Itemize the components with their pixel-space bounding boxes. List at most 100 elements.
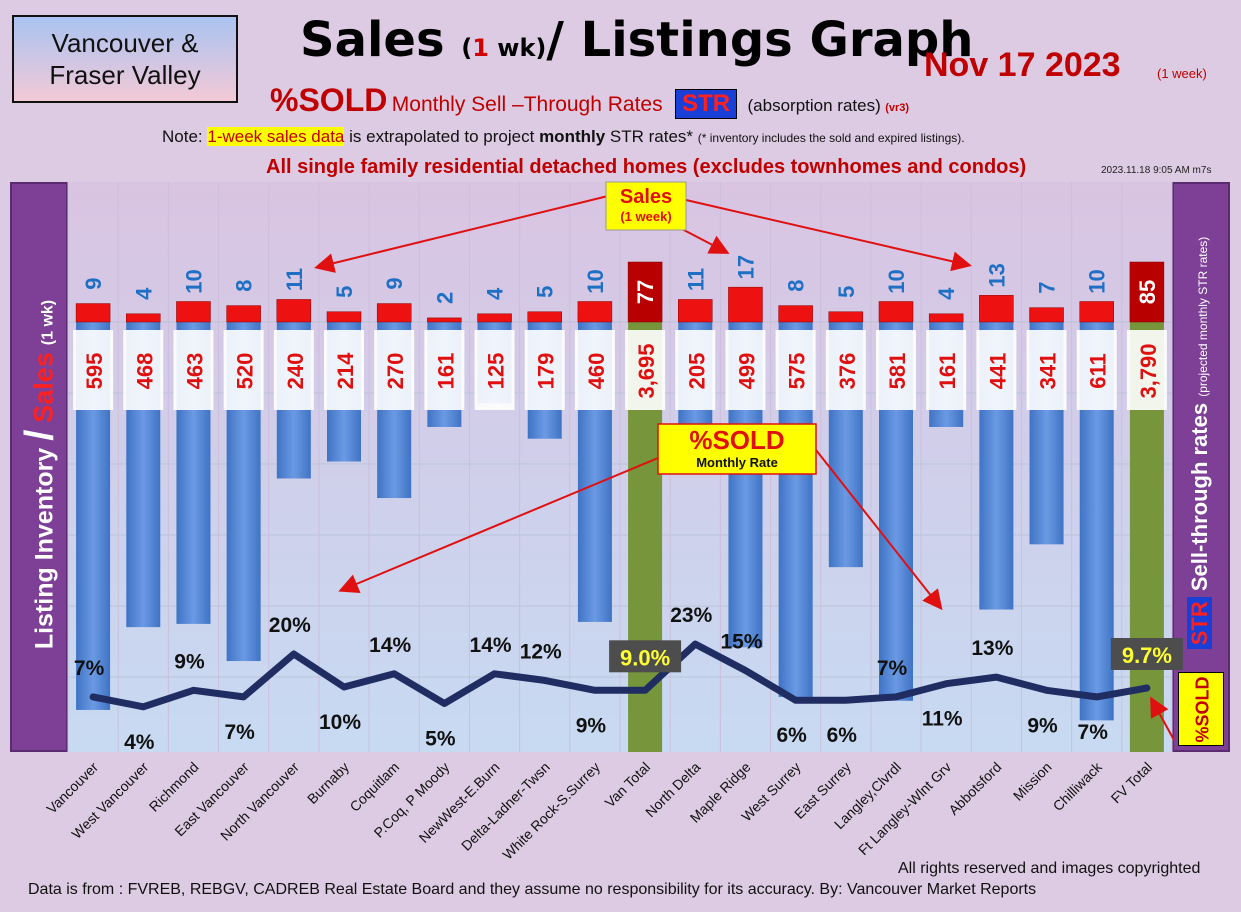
callout-arrows (314, 195, 1175, 741)
sales-label: 10 (884, 269, 909, 293)
sales-label: 5 (332, 286, 357, 298)
scope-note: All single family residential detached h… (266, 156, 1027, 178)
inventory-label: 376 (835, 353, 860, 390)
subtitle: %SOLD Monthly Sell –Through Rates STR (a… (270, 82, 909, 119)
subtitle-str-badge: STR (675, 89, 738, 119)
subtitle-absorption: (absorption rates) (747, 96, 881, 115)
note-bold: monthly (539, 127, 606, 146)
sales-bar (828, 311, 864, 323)
sales-callout-label: Sales (620, 186, 672, 208)
sales-bar (878, 301, 914, 323)
inventory-label-bg (324, 330, 364, 410)
inventory-label-bg (524, 330, 565, 410)
inventory-label-bg (1126, 330, 1167, 410)
inventory-label: 161 (433, 353, 458, 390)
inventory-label-bg (725, 330, 766, 410)
sold-label: 14% (470, 634, 512, 657)
note-small: (* inventory includes the sold and expir… (697, 131, 965, 145)
sold-label: 10% (319, 711, 361, 734)
inventory-label-bg (625, 330, 666, 410)
sold-label: 5% (425, 728, 456, 751)
inventory-label: 341 (1036, 353, 1061, 390)
sales-label: 13 (984, 263, 1009, 287)
inventory-label-bg (223, 330, 264, 410)
inventory-label: 595 (82, 353, 107, 390)
sold-label: 9% (174, 650, 205, 673)
sales-label: 8 (784, 279, 809, 291)
sold-label: 11% (922, 708, 963, 731)
sales-label: 10 (1085, 269, 1110, 293)
title-rest: / Listings Graph (546, 12, 974, 68)
category-label: FV Total (1108, 759, 1155, 806)
subtitle-sold: %SOLD (270, 82, 388, 118)
inventory-label-bg (1026, 330, 1067, 410)
sales-bar (326, 311, 362, 323)
note-prefix: Note: (162, 127, 208, 146)
sold-line-path (89, 640, 1151, 711)
sales-bar (778, 305, 813, 323)
sold-tag-arrow (1150, 696, 1175, 741)
inventory-label-bg (73, 330, 114, 410)
inventory-label: 125 (484, 353, 509, 390)
sales-callout-sub: (1 week) (620, 209, 671, 224)
inventory-label-bg (474, 330, 515, 410)
sold-label: 23% (670, 604, 712, 627)
sales-label: 85 (1135, 280, 1160, 304)
sales-label: 5 (834, 286, 859, 298)
inventory-label-bg (574, 330, 615, 410)
inventory-label: 441 (985, 353, 1010, 390)
category-label: Mission (1010, 759, 1055, 804)
subtitle-version: (vr3) (885, 102, 910, 114)
category-label: Burnaby (304, 759, 352, 807)
sold-tag: %SOLD (1178, 672, 1224, 746)
sold-label: 4% (124, 731, 155, 754)
title-one: 1 (472, 34, 489, 62)
inventory-label: 161 (935, 353, 960, 390)
sold-label: 13% (971, 637, 1013, 660)
sales-bar (928, 313, 964, 323)
inventory-label-bg (775, 330, 816, 410)
sold-label: 12% (520, 640, 562, 663)
inventory-label-bg (1076, 330, 1117, 410)
left-axis-panel (10, 182, 68, 752)
sales-label: 4 (131, 287, 156, 300)
category-label: Ft Langley-Wlnt Grv (855, 759, 954, 858)
sales-bar (126, 313, 161, 323)
sold-label: 9.0% (620, 645, 670, 670)
sales-bar (979, 295, 1014, 323)
sales-bar (75, 303, 111, 323)
inventory-label-bg (374, 330, 415, 410)
sold-arrow-right (815, 449, 943, 611)
inventory-label: 3,790 (1136, 343, 1161, 398)
category-label: Delta-Ladner-Twsn (458, 759, 553, 854)
sold-total-tag (609, 640, 682, 673)
labels: 595 9 468 4 463 10 520 8 240 11 214 5 270 9 161 2 125 4 17… (43, 255, 1183, 863)
region-line-1: Vancouver & (51, 28, 199, 58)
sales-bar (477, 313, 512, 323)
sold-label: 7% (877, 657, 908, 680)
copyright-note: All rights reserved and images copyright… (898, 860, 1201, 877)
inventory-label: 205 (684, 353, 709, 390)
sold-label: 9.7% (1122, 643, 1172, 668)
note-highlight: 1-week sales data (207, 127, 345, 146)
sold-arrow-left (338, 457, 659, 594)
sold-callout-label: %SOLD (689, 425, 784, 455)
sold-label: 15% (720, 631, 762, 654)
report-date: Nov 17 2023 (924, 46, 1121, 84)
category-label: Van Total (602, 759, 654, 811)
sales-bar (627, 261, 663, 323)
inventory-label-bg (876, 330, 916, 410)
inventory-label: 611 (1086, 353, 1111, 389)
inventory-label: 581 (885, 353, 910, 390)
sales-bar (678, 299, 713, 323)
sold-callout-box (657, 423, 817, 475)
timestamp: 2023.11.18 9:05 AM m7s (1101, 165, 1212, 176)
inventory-label: 499 (734, 353, 759, 390)
sold-label: 9% (576, 714, 607, 737)
sold-label: 7% (1078, 721, 1109, 744)
sales-bar (176, 301, 211, 323)
report-date-note: (1 week) (1157, 66, 1207, 81)
sold-label: 6% (776, 724, 807, 747)
